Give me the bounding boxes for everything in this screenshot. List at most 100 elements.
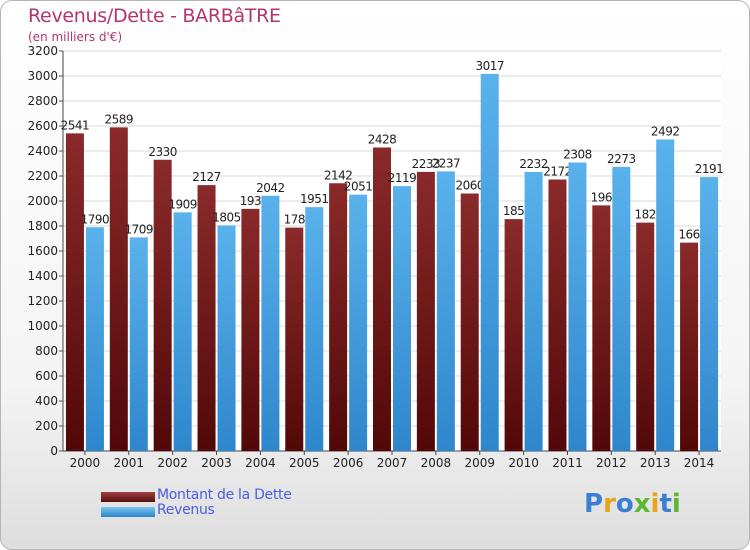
legend-swatch-dette <box>101 492 155 502</box>
data-label: 1790 <box>81 212 110 226</box>
data-label: 196 <box>591 190 612 204</box>
logo-letter: i <box>650 489 660 519</box>
bar-dette <box>504 219 523 451</box>
x-tick-label: 2001 <box>114 456 145 470</box>
bar-revenus <box>217 225 236 451</box>
data-label: 2428 <box>368 133 397 147</box>
bar-revenus <box>436 171 455 451</box>
data-label: 178 <box>284 213 305 227</box>
y-tick-label: 2200 <box>27 169 58 183</box>
y-tick-label: 200 <box>35 419 58 433</box>
data-label: 2051 <box>344 180 373 194</box>
x-tick-label: 2008 <box>421 456 452 470</box>
y-tick-label: 800 <box>35 344 58 358</box>
data-label: 2492 <box>651 125 680 139</box>
legend-label-revenus: Revenus <box>157 502 215 518</box>
bar-dette <box>241 208 260 451</box>
data-label: 1805 <box>212 210 241 224</box>
y-tick-label: 2600 <box>27 119 58 133</box>
y-tick-label: 2800 <box>27 94 58 108</box>
bar-dette <box>153 159 172 451</box>
data-label: 166 <box>678 228 699 242</box>
data-label: 2127 <box>192 170 221 184</box>
bar-dette <box>680 242 699 451</box>
y-tick-label: 400 <box>35 394 58 408</box>
data-label: 2172 <box>543 165 572 179</box>
y-tick-label: 3000 <box>27 69 58 83</box>
x-tick-label: 2004 <box>245 456 276 470</box>
y-tick-label: 1400 <box>27 269 58 283</box>
data-label: 2541 <box>61 118 90 132</box>
logo-letter: P <box>584 489 604 519</box>
data-label: 193 <box>240 194 261 208</box>
logo-letter: r <box>603 489 616 519</box>
proxiti-logo: Proxiti <box>584 489 681 519</box>
bar-revenus <box>568 162 587 451</box>
data-label: 2142 <box>324 168 353 182</box>
bar-dette <box>285 227 304 451</box>
x-tick-label: 2009 <box>464 456 495 470</box>
legend-label-dette: Montant de la Dette <box>157 487 292 503</box>
data-label: 2060 <box>455 179 484 193</box>
data-label: 182 <box>634 208 655 222</box>
data-label: 1709 <box>125 222 154 236</box>
y-tick-label: 3200 <box>27 44 58 58</box>
x-tick-label: 2006 <box>333 456 364 470</box>
logo-letter: i <box>671 489 681 519</box>
data-label: 2589 <box>105 112 134 126</box>
bar-revenus <box>524 172 543 451</box>
data-label: 2308 <box>563 148 592 162</box>
data-label: 2273 <box>607 152 636 166</box>
x-tick-label: 2011 <box>552 456 583 470</box>
x-tick-label: 2002 <box>157 456 188 470</box>
chart-subtitle: (en milliers d'€) <box>28 30 123 44</box>
data-label: 185 <box>503 204 524 218</box>
bar-revenus <box>85 227 104 451</box>
data-label: 2042 <box>256 181 285 195</box>
bar-dette <box>416 171 435 451</box>
y-tick-label: 1800 <box>27 219 58 233</box>
bar-dette <box>636 222 655 451</box>
legend-swatch-revenus <box>101 507 155 517</box>
x-tick-label: 2010 <box>508 456 539 470</box>
bar-dette <box>548 179 567 451</box>
bar-revenus <box>261 195 280 451</box>
x-tick-label: 2013 <box>640 456 671 470</box>
y-tick-label: 1600 <box>27 244 58 258</box>
bar-revenus <box>305 207 324 451</box>
data-label: 2233 <box>412 157 441 171</box>
logo-letter: t <box>659 489 672 519</box>
x-tick-label: 2007 <box>377 456 408 470</box>
y-tick-label: 1000 <box>27 319 58 333</box>
x-tick-label: 2012 <box>596 456 627 470</box>
x-tick-label: 2003 <box>201 456 232 470</box>
bar-revenus <box>700 177 719 451</box>
data-label: 2232 <box>519 157 548 171</box>
data-label: 1909 <box>168 197 197 211</box>
x-tick-label: 2000 <box>70 456 101 470</box>
y-tick-label: 600 <box>35 369 58 383</box>
bar-dette <box>329 183 348 451</box>
bar-revenus <box>480 73 499 451</box>
data-label: 3017 <box>475 59 504 73</box>
data-label: 1951 <box>300 192 329 206</box>
bar-dette <box>460 193 479 451</box>
bar-revenus <box>393 186 411 451</box>
bar-dette <box>65 133 84 451</box>
data-label: 2237 <box>432 156 461 170</box>
bar-dette <box>592 205 611 451</box>
bar-revenus <box>349 194 368 451</box>
bar-revenus <box>173 212 192 451</box>
bar-dette <box>373 147 391 451</box>
logo-letter: o <box>615 489 634 519</box>
x-tick-label: 2005 <box>289 456 320 470</box>
bar-dette <box>109 127 128 451</box>
chart-title: Revenus/Dette - BARBâTRE <box>28 5 281 27</box>
y-tick-label: 0 <box>50 444 58 458</box>
bar-dette <box>197 185 216 451</box>
y-tick-label: 2000 <box>27 194 58 208</box>
bar-revenus <box>612 166 631 451</box>
logo-letter: x <box>633 489 651 519</box>
